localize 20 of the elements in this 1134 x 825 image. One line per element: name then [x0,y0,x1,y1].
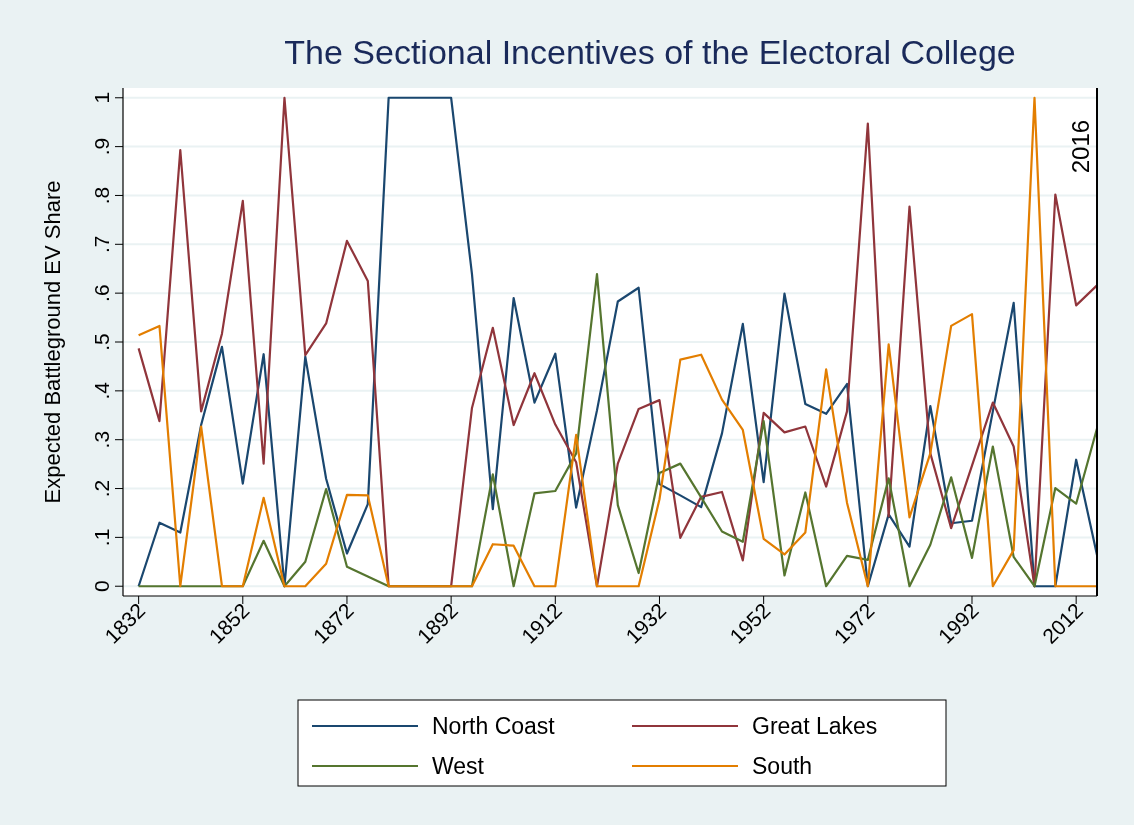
y-tick-label: .2 [90,479,113,498]
y-axis-title: Expected Battleground EV Share [40,180,65,504]
y-tick-label: .5 [90,333,113,351]
y-tick-label: .8 [90,186,113,205]
y-tick-label: 1 [90,91,113,104]
y-tick-label: .4 [90,381,113,400]
legend-label: West [432,753,485,779]
y-tick-label: .7 [90,235,113,254]
line-series [137,273,1099,588]
legend-label: Great Lakes [752,713,878,739]
y-tick-label: 0 [90,580,113,593]
y-tick-label: .1 [90,528,113,547]
y-tick-label: .6 [90,284,113,302]
chart-title: The Sectional Incentives of the Electoral College [284,33,1016,71]
y-tick-label: .9 [90,137,113,156]
ref-line-label: 2016 [1067,119,1094,174]
legend-label: North Coast [432,713,556,739]
line-series [137,96,1099,588]
y-tick-label: .3 [90,430,113,449]
legend-label: South [752,753,813,779]
